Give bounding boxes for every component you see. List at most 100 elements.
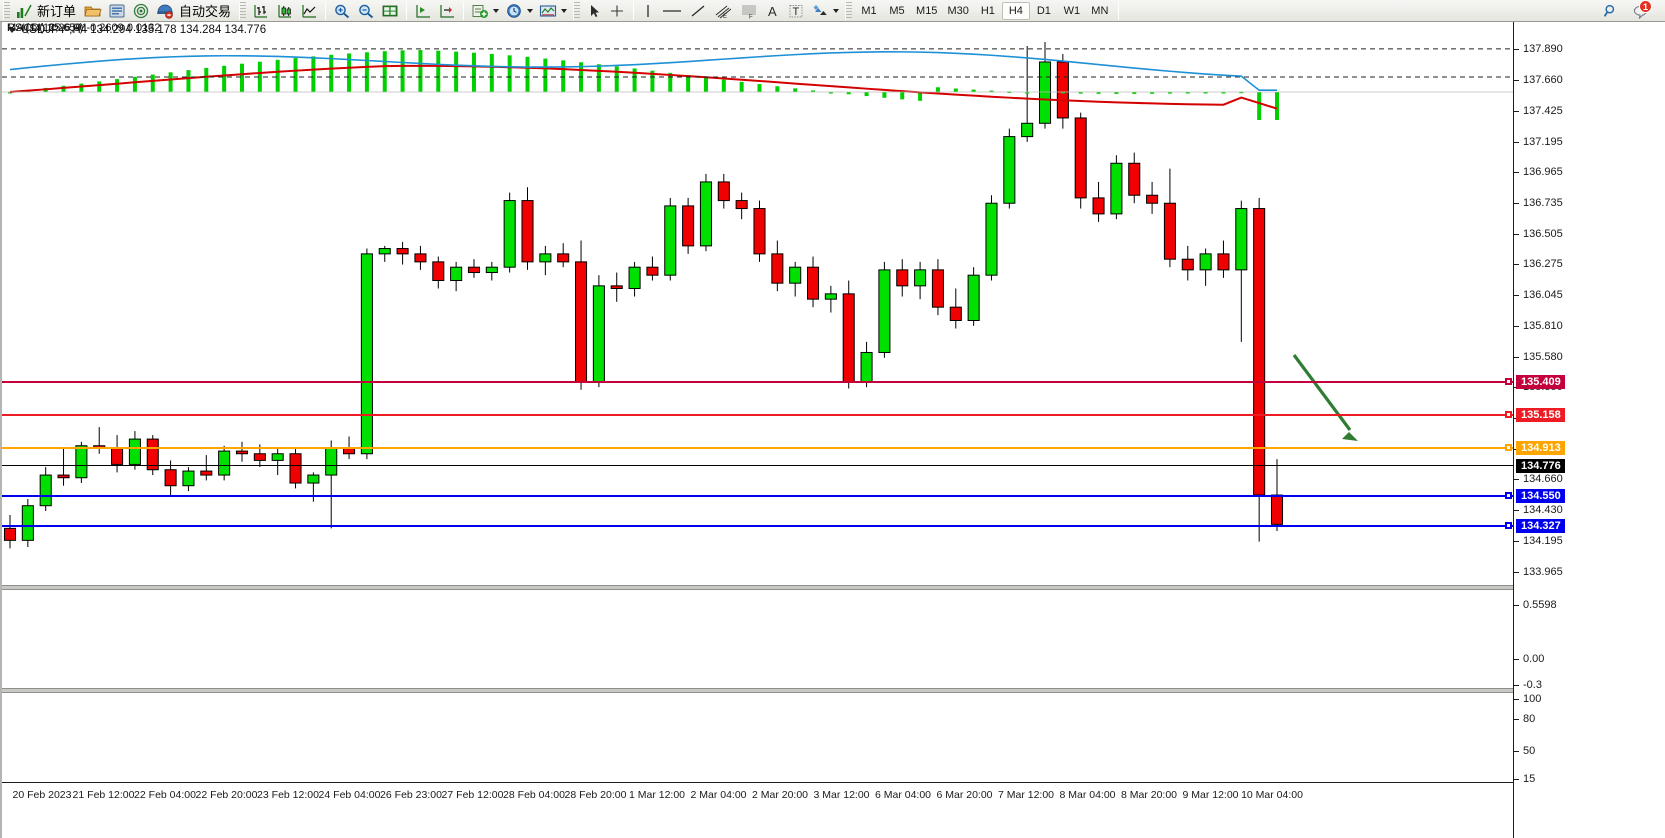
timeframe-m5[interactable]: M5 <box>889 4 905 17</box>
text-tool[interactable]: A <box>762 1 784 21</box>
toolbar-grip[interactable] <box>3 1 10 20</box>
toolbar-separator-2 <box>406 1 408 20</box>
tile-windows-button[interactable] <box>378 1 402 21</box>
chevron-down-icon[interactable] <box>493 8 500 13</box>
resistance-1-anchor[interactable] <box>1505 411 1512 419</box>
time-tick: 6 Mar 04:00 <box>874 789 932 801</box>
bar-chart-button[interactable] <box>249 1 273 21</box>
time-tick: 8 Mar 04:00 <box>1059 789 1116 801</box>
price-tick: 134.430 <box>1514 504 1563 516</box>
new-order-icon <box>17 4 32 18</box>
rsi-label: RSI(14) 35.6591 <box>7 22 88 34</box>
support-1-price-label[interactable]: 134.550 <box>1516 489 1565 504</box>
shapes-tool[interactable] <box>808 1 842 21</box>
resistance-1-price-label[interactable]: 135.158 <box>1516 408 1565 423</box>
time-tick: 3 Mar 12:00 <box>813 789 870 801</box>
time-tick: 23 Feb 12:00 <box>257 789 319 801</box>
chevron-down-icon-4[interactable] <box>833 8 840 13</box>
candlestick-icon <box>278 4 292 18</box>
horizontal-line-tool[interactable] <box>658 1 686 21</box>
signal-icon <box>133 3 149 18</box>
rsi-pane[interactable]: RSI(14) 35.6591 <box>2 22 1513 112</box>
equidistant-channel-tool[interactable]: E <box>710 1 736 21</box>
price-tick: 133.965 <box>1514 566 1563 578</box>
new-order-button[interactable]: 新订单 <box>13 1 81 21</box>
time-tick: 26 Feb 23:00 <box>380 789 442 801</box>
pane-divider-2[interactable] <box>2 688 1513 693</box>
time-tick: 2 Mar 20:00 <box>751 789 809 801</box>
price-tick: 136.505 <box>1514 228 1563 240</box>
time-tick: 20 Feb 2023 <box>12 789 72 801</box>
crosshair-tool[interactable] <box>605 1 629 21</box>
bearish-arrow[interactable] <box>2 22 1513 585</box>
chart-shift-icon <box>440 4 455 18</box>
line-chart-button[interactable] <box>297 1 321 21</box>
zoom-in-button[interactable] <box>330 1 354 21</box>
pane-divider-1[interactable] <box>2 585 1513 590</box>
zoom-out-button[interactable] <box>354 1 378 21</box>
toolbar-separator-3 <box>463 1 465 20</box>
main-toolbar: 新订单 自动交易 <box>0 0 1665 22</box>
tile-windows-icon <box>382 5 398 16</box>
toolbar-grip-3[interactable] <box>573 1 581 20</box>
chevron-down-icon-2[interactable] <box>527 8 534 13</box>
support-1-anchor[interactable] <box>1505 492 1512 500</box>
chart-window[interactable]: USDJPY-,H4 134.294 135.178 134.284 134.7… <box>0 22 1665 838</box>
timeframe-d1[interactable]: D1 <box>1036 4 1051 17</box>
vertical-line-tool[interactable] <box>638 1 658 21</box>
time-tick: 22 Feb 04:00 <box>134 789 196 801</box>
macd-pane[interactable]: MACD(12,26,9) -0.2609 0.0132 <box>2 22 1513 120</box>
autotrading-button[interactable]: 自动交易 <box>153 1 236 21</box>
add-indicator-button[interactable] <box>468 1 502 21</box>
rsi-tick: 80 <box>1514 713 1535 725</box>
timeframe-h1[interactable]: H1 <box>980 4 995 17</box>
template-icon <box>539 4 557 17</box>
chart-title-text: USDJPY-,H4 134.294 135.178 134.284 134.7… <box>21 24 267 36</box>
pivot-price-label[interactable]: 134.913 <box>1516 440 1565 455</box>
toolbar-grip-4[interactable] <box>845 1 853 20</box>
market-watch-button[interactable] <box>105 1 129 21</box>
search-button[interactable] <box>1599 1 1623 21</box>
timeframe-m15[interactable]: M15 <box>916 4 938 17</box>
time-axis[interactable]: 20 Feb 2023 21 Feb 12:00 22 Feb 04:00 22 Fe… <box>2 782 1513 838</box>
toolbar-grip-2[interactable] <box>239 1 247 20</box>
price-tick: 137.195 <box>1514 136 1563 148</box>
chart-shift-button[interactable] <box>435 1 459 21</box>
period-button[interactable] <box>502 1 536 21</box>
macd-series <box>2 50 1513 120</box>
cursor-tool[interactable] <box>583 1 605 21</box>
notifications-button[interactable]: 1 <box>1629 0 1655 21</box>
timeframe-m30[interactable]: M30 <box>947 4 969 17</box>
candle-chart-button[interactable] <box>273 1 297 21</box>
timeframe-mn[interactable]: MN <box>1091 4 1109 17</box>
profiles-button[interactable] <box>81 1 105 21</box>
support-2-anchor[interactable] <box>1505 521 1512 529</box>
label-tool[interactable]: T <box>784 1 808 21</box>
resistance-2-price-label[interactable]: 135.409 <box>1516 374 1565 389</box>
fibonacci-tool[interactable]: F <box>736 1 762 21</box>
current-price-price-label[interactable]: 134.776 <box>1516 458 1565 473</box>
auto-scroll-button[interactable] <box>411 1 435 21</box>
price-pane[interactable] <box>2 22 1513 585</box>
templates-button[interactable] <box>536 1 570 21</box>
signals-button[interactable] <box>129 1 153 21</box>
support-2-price-label[interactable]: 134.327 <box>1516 518 1565 533</box>
timeframe-m1[interactable]: M1 <box>861 4 877 17</box>
resistance-2-anchor[interactable] <box>1505 377 1512 385</box>
trendline-tool[interactable] <box>686 1 710 21</box>
macd-tick: -0.3 <box>1514 679 1542 691</box>
timeframe-w1[interactable]: W1 <box>1063 4 1081 17</box>
price-tick: 137.425 <box>1514 105 1563 117</box>
text-label-icon: T <box>789 4 803 18</box>
bar-chart-icon <box>254 4 268 18</box>
pivot-anchor[interactable] <box>1505 443 1512 451</box>
timeframe-h4[interactable]: H4 <box>1001 1 1030 20</box>
toolbar-separator-1 <box>325 1 327 20</box>
chevron-down-icon-3[interactable] <box>561 8 568 13</box>
chart-menu-caret-icon[interactable] <box>8 27 16 33</box>
notification-badge: 1 <box>1639 0 1652 13</box>
time-tick: 9 Mar 12:00 <box>1182 789 1239 801</box>
time-tick: 8 Mar 20:00 <box>1120 789 1178 801</box>
horizontal-line-icon <box>663 9 682 12</box>
price-axis[interactable]: 137.890 137.660 137.425 137.195 136.965 136.7… <box>1513 22 1665 838</box>
